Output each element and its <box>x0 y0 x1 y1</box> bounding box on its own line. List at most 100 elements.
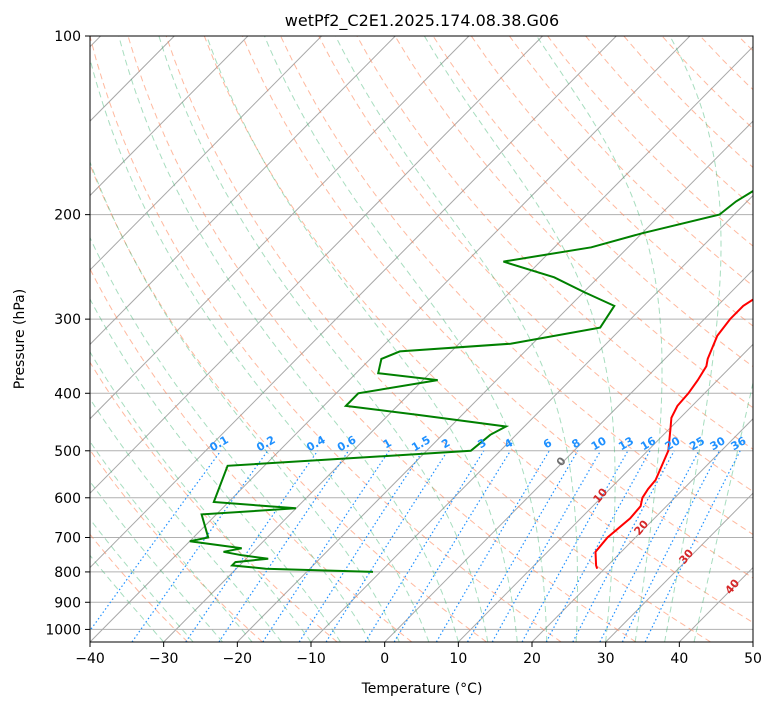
y-tick-label: 200 <box>54 208 81 224</box>
dry-adiabat-line <box>241 36 753 579</box>
x-tick-label: 0 <box>380 651 389 667</box>
dry-adiabat-line <box>90 361 338 642</box>
moist-adiabat-line <box>90 440 253 642</box>
axes: −40 −30 −20 −10 0 10 20 30 40 5010020030040050060… <box>45 29 762 667</box>
dry-adiabat-line <box>165 36 711 642</box>
mixing-ratio-line <box>131 450 269 642</box>
isotherm-line <box>605 492 753 642</box>
mixing-ratio-line <box>521 450 629 642</box>
moist-adiabat-line <box>158 36 489 642</box>
dry-adiabat-line <box>356 36 753 450</box>
x-tick-label: −20 <box>223 651 253 667</box>
moist-adiabat-line <box>90 480 223 642</box>
x-tick-label: 20 <box>523 651 541 667</box>
isotherm-line <box>90 36 396 346</box>
plot-labels: 0.10.20.40.611.52346810131620253036-100-… <box>207 433 748 597</box>
moist-adiabat-label: 0 <box>554 454 569 468</box>
dry-adiabat-line <box>203 36 753 624</box>
dry-adiabat-line <box>470 36 753 327</box>
temperature-profile <box>594 298 753 570</box>
x-tick-label: 40 <box>670 651 688 667</box>
moist-adiabat-line <box>90 160 400 642</box>
moist-adiabat-line <box>264 36 548 642</box>
x-tick-label: 50 <box>744 651 762 667</box>
dry-adiabat-line <box>737 36 753 52</box>
moist-adiabat-label: 30 <box>676 546 696 566</box>
moist-adiabat-label: 40 <box>722 576 742 596</box>
x-tick-label: 10 <box>449 651 467 667</box>
isotherm-line <box>236 120 753 642</box>
mixing-ratio-line <box>393 450 511 642</box>
mixing-ratio-line <box>644 450 741 642</box>
dry-adiabat-line <box>318 36 753 493</box>
x-tick-label: 30 <box>597 651 615 667</box>
mixing-ratio-line <box>435 450 550 642</box>
isotherm-line <box>90 36 470 420</box>
y-axis-label: Pressure (hPa) <box>12 289 28 389</box>
y-tick-label: 900 <box>54 595 81 611</box>
mixing-ratio-line <box>218 450 349 642</box>
moist-adiabat-line <box>206 36 518 642</box>
mixing-ratio-line <box>364 450 485 642</box>
y-tick-label: 700 <box>54 531 81 547</box>
moist-adiabat-line <box>423 36 616 642</box>
y-tick-label: 800 <box>54 565 81 581</box>
moist-adiabat-line <box>90 298 341 642</box>
x-tick-label: −40 <box>75 651 105 667</box>
moist-adiabat-line <box>90 350 312 642</box>
mixing-ratio-label: 6 <box>541 436 554 451</box>
mixing-ratio-line <box>572 450 675 642</box>
chart-title: wetPf2_C2E1.2025.174.08.38.G06 <box>285 11 559 31</box>
mixing-ratio-line <box>298 450 424 642</box>
isotherm-line <box>310 194 753 642</box>
moist-adiabat-line <box>90 554 165 642</box>
moist-adiabat-line <box>90 397 282 642</box>
moist-adiabat-line <box>118 36 459 642</box>
mixing-ratio-line <box>262 450 390 642</box>
moist-adiabat-label: 20 <box>631 517 651 537</box>
isotherm-line <box>90 36 543 494</box>
dry-adiabat-line <box>90 267 413 642</box>
mixing-ratio-line <box>491 450 602 642</box>
dry-adiabat-line <box>127 36 637 642</box>
dry-adiabat-line <box>661 36 753 130</box>
isotherm-line <box>163 45 753 642</box>
isotherm-line <box>90 36 617 569</box>
mixing-ratio-line <box>621 450 720 642</box>
y-tick-label: 100 <box>54 29 81 45</box>
moist-adiabat-line <box>90 518 194 642</box>
isotherm-line <box>531 418 753 642</box>
dry-adiabat-line <box>394 36 753 409</box>
dry-adiabat-line <box>280 36 753 536</box>
isotherm-line <box>90 36 322 271</box>
isotherm-line <box>90 36 249 197</box>
moist-adiabat-line <box>335 36 578 642</box>
y-tick-label: 1000 <box>45 622 81 638</box>
x-tick-label: −30 <box>149 651 179 667</box>
dry-adiabat-line <box>90 533 189 642</box>
mixing-ratio-label: 1 <box>381 436 394 451</box>
mixing-ratio-line <box>325 450 449 642</box>
isotherm-line <box>752 641 753 642</box>
dry-adiabat-line <box>432 36 753 368</box>
moist-adiabat-line <box>90 56 430 642</box>
plot-frame <box>89 35 754 643</box>
dry-adiabat-line <box>90 449 263 642</box>
y-tick-label: 500 <box>54 444 81 460</box>
x-tick-label: −10 <box>296 651 326 667</box>
dewpoint-profile <box>189 189 753 573</box>
isotherm-line <box>384 269 753 642</box>
moist-adiabat-label: 10 <box>590 485 610 505</box>
isotherm-line <box>678 566 753 642</box>
moist-adiabat-line <box>693 380 753 642</box>
dry-adiabat-line <box>90 163 487 642</box>
y-tick-label: 300 <box>54 312 81 328</box>
dry-adiabat-line <box>508 36 753 287</box>
moist-adiabat-line <box>536 36 663 642</box>
y-tick-label: 600 <box>54 491 81 507</box>
plot-area <box>90 36 753 642</box>
dry-adiabat-line <box>90 36 562 642</box>
y-tick-label: 400 <box>54 386 81 402</box>
